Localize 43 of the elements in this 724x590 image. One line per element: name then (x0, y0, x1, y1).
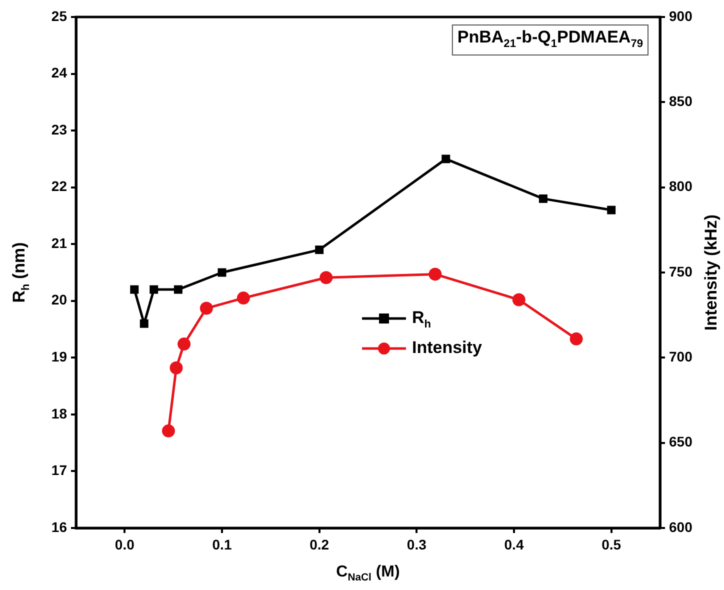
y-tick-label: 16 (51, 518, 68, 535)
x-tick-label: 0.1 (212, 536, 232, 552)
point (170, 361, 183, 374)
y-tick-label: 25 (51, 8, 68, 24)
y2-tick-label: 750 (669, 263, 693, 280)
y-tick-label: 20 (51, 292, 68, 308)
point (236, 292, 250, 305)
y2-tick-label: 650 (669, 434, 693, 450)
point (570, 332, 583, 346)
y2-tick-label: 600 (669, 518, 693, 535)
y2-tick-label: 850 (669, 93, 693, 110)
y-axis-title: Rh (nm) (10, 242, 32, 303)
x-tick-label: 0.4 (504, 536, 524, 552)
point (442, 154, 450, 164)
point (150, 285, 158, 294)
y2-tick-label: 900 (669, 8, 693, 24)
y-tick-label: 17 (51, 462, 68, 478)
point (130, 285, 139, 294)
y-tick-label: 23 (51, 121, 68, 138)
point (315, 246, 324, 254)
y2-axis-title: Intensity (kHz) (702, 214, 721, 331)
point (607, 206, 616, 214)
point (140, 319, 148, 328)
point (428, 268, 442, 281)
y-tick-label: 21 (51, 234, 68, 251)
y-tick-label: 18 (51, 405, 68, 422)
y2-tick-label: 800 (669, 178, 693, 194)
point (320, 271, 333, 284)
y-tick-label: 19 (51, 348, 68, 365)
point (512, 293, 526, 306)
point (162, 424, 175, 438)
point (200, 302, 213, 315)
x-tick-label: 0.0 (114, 536, 135, 552)
x-tick-label: 0.3 (406, 536, 427, 552)
y2-tick-label: 700 (669, 348, 693, 365)
legend-label: Intensity (412, 338, 482, 358)
point (178, 338, 191, 351)
x-tick-label: 0.2 (310, 536, 330, 552)
y-tick-label: 24 (51, 64, 68, 81)
point (538, 194, 548, 203)
point (174, 285, 182, 294)
x-tick-label: 0.5 (602, 536, 622, 552)
y-tick-label: 22 (51, 178, 68, 194)
